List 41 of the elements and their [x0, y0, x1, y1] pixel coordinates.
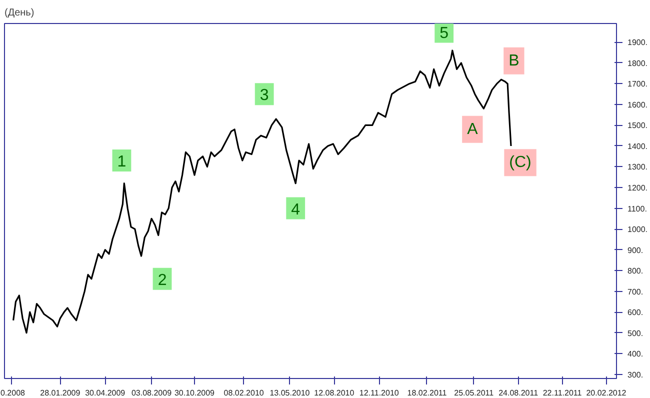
- x-tick-label: 25.05.2011: [454, 388, 494, 398]
- y-tick-label: 1100.: [628, 204, 647, 214]
- annotation: A: [467, 120, 478, 138]
- y-tick-label: 700.: [628, 287, 644, 296]
- x-tick-label: 13.05.2010: [270, 388, 310, 398]
- annotation: 5: [440, 24, 449, 42]
- x-tick-label: 30.10.2009: [174, 388, 216, 398]
- x-tick-label: 22.11.2011: [542, 388, 582, 398]
- line-series: [12, 50, 512, 334]
- x-tick-label: 24.08.2011: [498, 388, 539, 398]
- x-tick-label: 08.02.2010: [224, 388, 264, 398]
- annotation: 1: [117, 154, 126, 171]
- y-tick-label: 1400.: [628, 142, 648, 151]
- y-tick-label: 1000.: [628, 225, 648, 234]
- x-tick-label: 0.2008: [0, 388, 26, 398]
- x-tick-label: 12.11.2010: [359, 388, 400, 398]
- x-tick-label: 03.08.2009: [131, 388, 172, 398]
- chart-title: (День): [4, 8, 34, 18]
- annotation: 3: [260, 87, 269, 104]
- y-tick-label: 1200.: [628, 184, 648, 193]
- annotation: B: [508, 52, 520, 70]
- y-tick-label: 600.: [628, 308, 644, 318]
- x-tick-label: 18.02.2011: [407, 388, 448, 398]
- y-tick-label: 1300.: [628, 162, 648, 172]
- y-tick-label: 800.: [628, 266, 644, 276]
- annotation: 4: [291, 201, 300, 218]
- y-tick-label: 900.: [628, 246, 644, 255]
- y-tick-label: 1700.: [628, 80, 648, 89]
- y-tick-label: 300.: [628, 370, 644, 380]
- x-tick-label: 28.01.2009: [40, 388, 81, 398]
- y-tick-label: 500.: [628, 328, 644, 338]
- y-tick-label: 400.: [628, 350, 644, 359]
- y-tick-label: 1800.: [628, 58, 648, 68]
- y-tick-label: 1500.: [628, 121, 648, 130]
- y-tick-label: 1900.: [628, 38, 648, 48]
- x-tick-label: 30.04.2009: [85, 388, 126, 398]
- annotation: (C): [509, 154, 532, 172]
- annotation: 2: [158, 272, 167, 289]
- x-tick-label: 12.08.2010: [314, 388, 355, 398]
- y-tick-label: 1600.: [628, 100, 648, 110]
- x-tick-label: 20.02.2012: [586, 388, 627, 398]
